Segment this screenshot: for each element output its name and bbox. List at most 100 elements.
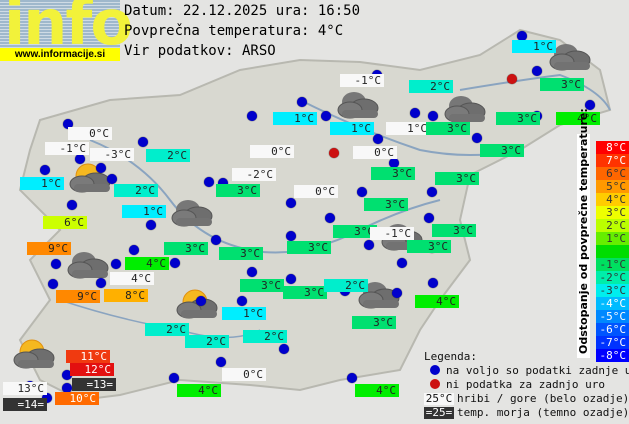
- logo[interactable]: info www.informacije.si: [0, 0, 133, 61]
- station-dot[interactable]: [146, 220, 156, 230]
- cloud-icon: [549, 44, 591, 71]
- legend-sea-text: temp. morja (temno ozadje): [457, 406, 629, 419]
- station-dot[interactable]: [585, 100, 595, 110]
- station-dot[interactable]: [286, 198, 296, 208]
- station-dot[interactable]: [286, 231, 296, 241]
- station-dot[interactable]: [96, 278, 106, 288]
- station-dot[interactable]: [397, 258, 407, 268]
- station-dot[interactable]: [170, 258, 180, 268]
- station-dot[interactable]: [196, 296, 206, 306]
- scale-step: -3°C: [596, 284, 629, 297]
- station-dot[interactable]: [410, 108, 420, 118]
- station-temperature: 2°C: [145, 323, 189, 336]
- station-dot[interactable]: [62, 370, 72, 380]
- station-dot[interactable]: [364, 240, 374, 250]
- station-dot[interactable]: [129, 245, 139, 255]
- station-dot[interactable]: [428, 111, 438, 121]
- station-dot[interactable]: [373, 134, 383, 144]
- station-temperature: -1°C: [340, 74, 384, 87]
- legend-sea: =25= temp. morja (temno ozadje): [424, 406, 629, 420]
- station-dot[interactable]: [237, 296, 247, 306]
- station-temperature: 3°C: [240, 279, 284, 292]
- station-temperature: =13=: [72, 378, 116, 391]
- station-temperature: 4°C: [415, 295, 459, 308]
- station-dot[interactable]: [357, 187, 367, 197]
- station-temperature: 3°C: [283, 286, 327, 299]
- station-temperature: 3°C: [540, 78, 584, 91]
- station-dot[interactable]: [211, 235, 221, 245]
- deviation-scale: 8°C 7°C 6°C 5°C 4°C 3°C 2°C 1°C -1°C -2°C -3°C -4°C…: [596, 141, 629, 362]
- logo-url[interactable]: www.informacije.si: [0, 48, 120, 61]
- scale-step: [596, 245, 629, 258]
- station-temperature: 2°C: [243, 330, 287, 343]
- red-dot-icon: [430, 379, 440, 389]
- station-dot[interactable]: [279, 344, 289, 354]
- station-dot[interactable]: [40, 165, 50, 175]
- station-temperature: 4°C: [355, 384, 399, 397]
- station-dot[interactable]: [472, 133, 482, 143]
- station-temperature: 11°C: [66, 350, 110, 363]
- station-temperature: 0°C: [294, 185, 338, 198]
- station-dot[interactable]: [107, 174, 117, 184]
- sea-sample: =25=: [424, 406, 454, 419]
- station-dot[interactable]: [347, 373, 357, 383]
- station-temperature: =14=: [3, 398, 47, 411]
- station-dot[interactable]: [42, 393, 52, 403]
- station-dot[interactable]: [325, 213, 335, 223]
- scale-step: 6°C: [596, 167, 629, 180]
- station-dot[interactable]: [389, 158, 399, 168]
- scale-step: 4°C: [596, 193, 629, 206]
- station-dot[interactable]: [247, 267, 257, 277]
- station-dot[interactable]: [111, 259, 121, 269]
- station-dot[interactable]: [204, 177, 214, 187]
- cloud-icon: [171, 200, 213, 227]
- station-temperature: 8°C: [104, 289, 148, 302]
- station-temperature: 2°C: [324, 279, 368, 292]
- station-temperature: 4°C: [556, 112, 600, 125]
- station-dot[interactable]: [138, 137, 148, 147]
- station-temperature: 4°C: [125, 257, 169, 270]
- blue-dot-icon: [430, 365, 440, 375]
- legend-mountain-text: hribi / gore (belo ozadje): [457, 392, 629, 405]
- station-dot[interactable]: [62, 383, 72, 393]
- station-dot[interactable]: [75, 154, 85, 164]
- station-temperature: 2°C: [146, 149, 190, 162]
- scale-step: -5°C: [596, 310, 629, 323]
- station-dot[interactable]: [216, 357, 226, 367]
- station-temperature: 6°C: [43, 216, 87, 229]
- station-dot[interactable]: [517, 31, 527, 41]
- station-temperature: 10°C: [55, 392, 99, 405]
- station-dot[interactable]: [428, 278, 438, 288]
- legend: Legenda: na voljo so podatki zadnje ure …: [424, 350, 629, 420]
- station-dot[interactable]: [321, 111, 331, 121]
- scale-step: 7°C: [596, 154, 629, 167]
- station-dot-missing[interactable]: [507, 74, 517, 84]
- station-temperature: 3°C: [364, 198, 408, 211]
- station-dot-missing[interactable]: [329, 148, 339, 158]
- station-dot[interactable]: [63, 119, 73, 129]
- legend-mountain: 25°C hribi / gore (belo ozadje): [424, 392, 629, 406]
- station-dot[interactable]: [169, 373, 179, 383]
- station-temperature: 0°C: [222, 368, 266, 381]
- scale-step: 2°C: [596, 219, 629, 232]
- scale-step: -6°C: [596, 323, 629, 336]
- station-dot[interactable]: [532, 66, 542, 76]
- scale-step: 1°C: [596, 232, 629, 245]
- station-dot[interactable]: [424, 213, 434, 223]
- station-temperature: 3°C: [352, 316, 396, 329]
- station-dot[interactable]: [286, 274, 296, 284]
- station-dot[interactable]: [218, 178, 228, 188]
- station-dot[interactable]: [392, 288, 402, 298]
- station-temperature: 1°C: [122, 205, 166, 218]
- station-dot[interactable]: [297, 97, 307, 107]
- station-dot[interactable]: [96, 163, 106, 173]
- station-dot[interactable]: [67, 200, 77, 210]
- station-dot[interactable]: [247, 111, 257, 121]
- station-dot[interactable]: [48, 279, 58, 289]
- scale-step: -4°C: [596, 297, 629, 310]
- station-temperature: 3°C: [480, 144, 524, 157]
- station-dot[interactable]: [427, 187, 437, 197]
- scale-step: -2°C: [596, 271, 629, 284]
- station-dot[interactable]: [51, 259, 61, 269]
